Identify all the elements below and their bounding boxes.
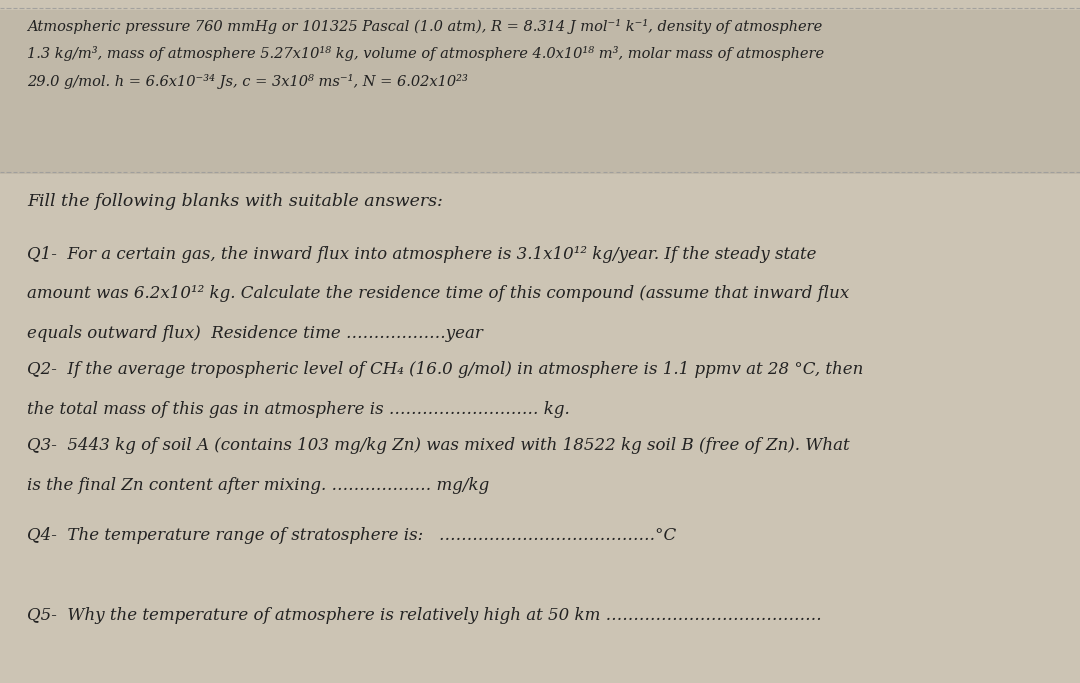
Text: is the final Zn content after mixing. ……………… mg/kg: is the final Zn content after mixing. ……… <box>27 477 489 494</box>
Text: Q2-  If the average tropospheric level of CH₄ (16.0 g/mol) in atmosphere is 1.1 : Q2- If the average tropospheric level of… <box>27 361 863 378</box>
Text: 1.3 kg/m³, mass of atmosphere 5.27x10¹⁸ kg, volume of atmosphere 4.0x10¹⁸ m³, mo: 1.3 kg/m³, mass of atmosphere 5.27x10¹⁸ … <box>27 46 824 61</box>
Text: the total mass of this gas in atmosphere is ……………………… kg.: the total mass of this gas in atmosphere… <box>27 401 570 418</box>
Text: Fill the following blanks with suitable answers:: Fill the following blanks with suitable … <box>27 193 443 210</box>
Text: 29.0 g/mol. h = 6.6x10⁻³⁴ Js, c = 3x10⁸ ms⁻¹, N = 6.02x10²³: 29.0 g/mol. h = 6.6x10⁻³⁴ Js, c = 3x10⁸ … <box>27 74 468 89</box>
FancyBboxPatch shape <box>0 10 1080 174</box>
Text: amount was 6.2x10¹² kg. Calculate the residence time of this compound (assume th: amount was 6.2x10¹² kg. Calculate the re… <box>27 285 849 303</box>
Text: Q3-  5443 kg of soil A (contains 103 mg/kg Zn) was mixed with 18522 kg soil B (f: Q3- 5443 kg of soil A (contains 103 mg/k… <box>27 437 850 454</box>
Text: Q5-  Why the temperature of atmosphere is relatively high at 50 km …………………………………: Q5- Why the temperature of atmosphere is… <box>27 607 822 624</box>
Text: equals outward flux)  Residence time ………………year: equals outward flux) Residence time …………… <box>27 325 483 342</box>
Text: Atmospheric pressure 760 mmHg or 101325 Pascal (1.0 atm), R = 8.314 J mol⁻¹ k⁻¹,: Atmospheric pressure 760 mmHg or 101325 … <box>27 19 822 34</box>
Text: Q1-  For a certain gas, the inward flux into atmosphere is 3.1x10¹² kg/year. If : Q1- For a certain gas, the inward flux i… <box>27 246 816 263</box>
Text: Q4-  The temperature range of stratosphere is:   …………………………………°C: Q4- The temperature range of stratospher… <box>27 527 676 544</box>
